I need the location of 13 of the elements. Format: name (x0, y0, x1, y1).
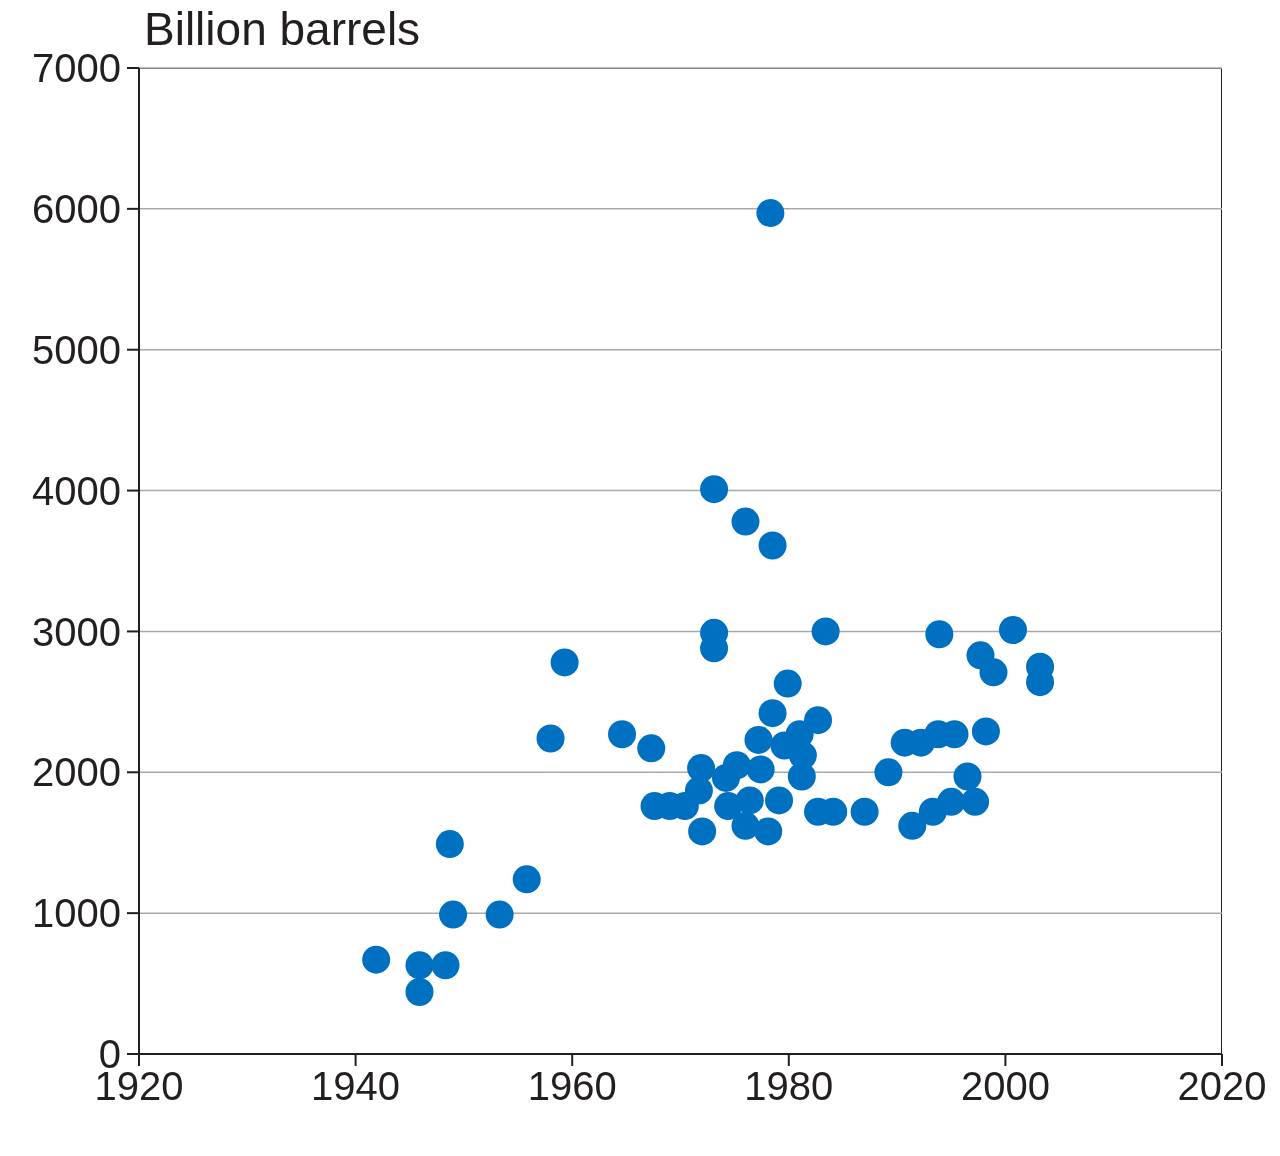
x-tick-label: 1980 (744, 1064, 834, 1109)
x-tick-label: 2000 (960, 1064, 1050, 1109)
y-tick-label: 1000 (32, 891, 121, 936)
y-tick-label: 4000 (32, 468, 121, 513)
y-tick-label: 6000 (32, 187, 121, 232)
y-tick-label: 5000 (32, 327, 121, 372)
x-tick-label: 2020 (1177, 1064, 1267, 1109)
y-axis-title: Billion barrels (144, 2, 421, 56)
x-tick-label: 1940 (311, 1064, 401, 1109)
x-tick-label: 1960 (527, 1064, 617, 1109)
y-tick-label: 2000 (32, 750, 121, 795)
y-tick-label: 7000 (32, 46, 121, 91)
y-tick-label: 3000 (32, 609, 121, 654)
